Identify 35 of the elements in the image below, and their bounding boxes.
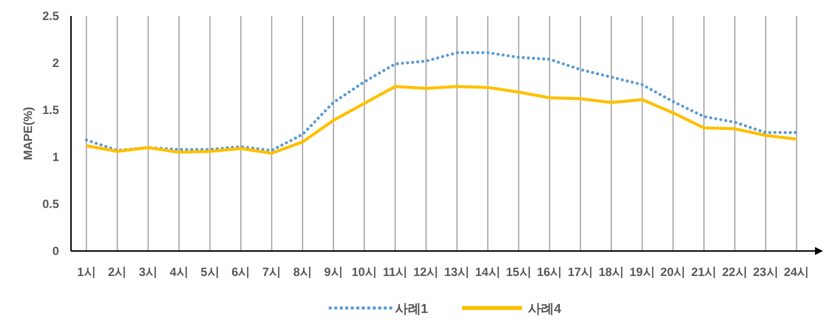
x-tick-label: 8시 <box>293 265 312 279</box>
x-tick-label: 23시 <box>753 265 778 279</box>
x-tick-label: 9시 <box>324 265 343 279</box>
x-tick-label: 15시 <box>506 265 532 279</box>
x-tick-label: 6시 <box>231 265 250 279</box>
x-tick-label: 14시 <box>475 265 500 279</box>
x-tick-label: 16시 <box>536 265 562 279</box>
y-axis-title: MAPE(%) <box>21 106 35 160</box>
x-tick-label: 17시 <box>568 265 594 279</box>
y-tick-label: 0.5 <box>42 197 60 211</box>
x-tick-label: 24시 <box>784 265 810 279</box>
x-tick-label: 5시 <box>200 265 220 279</box>
x-tick-label: 22시 <box>722 265 748 279</box>
x-tick-label: 19시 <box>630 265 655 279</box>
line-series <box>84 85 798 155</box>
x-tick-label: 13시 <box>444 265 470 279</box>
x-tick-label: 18시 <box>598 265 624 279</box>
y-tick-label: 2 <box>52 56 60 70</box>
y-tick-label: 0 <box>52 244 60 258</box>
y-tick-label: 2.5 <box>42 9 60 23</box>
x-tick-label: 11시 <box>382 265 408 279</box>
x-tick-label: 21시 <box>691 265 717 279</box>
x-tick-label: 1시 <box>77 265 96 279</box>
line-series <box>84 51 798 152</box>
y-tick-label: 1 <box>52 150 60 164</box>
y-tick-label: 1.5 <box>42 103 60 117</box>
x-tick-label: 10시 <box>352 265 377 279</box>
x-tick-label: 3시 <box>138 265 158 279</box>
legend-label: 사례4 <box>528 301 562 316</box>
x-tick-label: 12시 <box>413 265 439 279</box>
x-tick-label: 2시 <box>108 265 127 279</box>
x-tick-label: 20시 <box>660 265 686 279</box>
x-tick-label: 7시 <box>262 265 282 279</box>
x-tick-label: 4시 <box>170 265 188 279</box>
legend-label: 사례1 <box>394 301 428 316</box>
